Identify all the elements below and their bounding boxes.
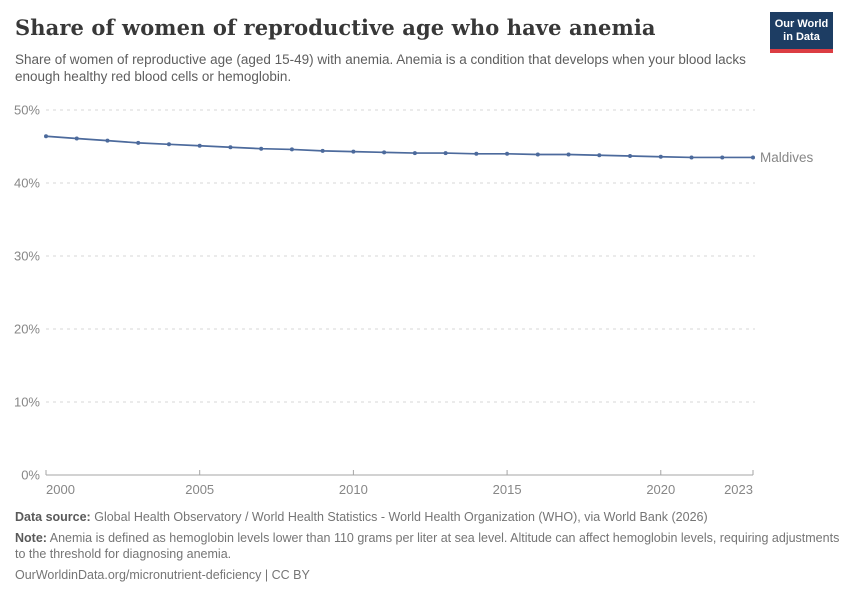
y-axis-label-10: 10% [14,395,40,410]
y-axis-label-0: 0% [21,468,40,483]
x-axis-label-2015: 2015 [493,482,522,497]
maldives-line[interactable] [45,135,754,159]
y-axis-label-40: 40% [14,176,40,191]
data-point-2018[interactable] [597,153,602,158]
y-axis-label-50: 50% [14,103,40,118]
data-point-2017[interactable] [566,152,571,157]
data-point-2023[interactable] [751,155,755,160]
data-point-2009[interactable] [320,148,325,153]
data-point-2022[interactable] [720,155,725,160]
y-axis-label-20: 20% [14,322,40,337]
data-point-2014[interactable] [474,151,479,156]
data-point-2005[interactable] [197,143,202,148]
data-point-2006[interactable] [228,145,233,150]
x-axis-label-2000: 2000 [46,482,75,497]
data-point-2010[interactable] [351,149,356,154]
chart-footer: Data source: Global Health Observatory /… [15,509,847,588]
data-point-2004[interactable] [166,142,171,147]
data-point-2020[interactable] [658,154,663,159]
owid-logo[interactable]: Our World in Data [770,12,833,53]
note-label: Note: [15,531,47,545]
data-point-2012[interactable] [412,151,417,156]
x-axis-label-2020: 2020 [646,482,675,497]
y-axis-label-30: 30% [14,249,40,264]
data-point-2015[interactable] [505,151,510,156]
data-point-2001[interactable] [74,136,79,141]
data-point-2007[interactable] [259,146,264,151]
note-text: Anemia is defined as hemoglobin levels l… [15,531,840,561]
chart-subtitle: Share of women of reproductive age (aged… [15,52,746,84]
data-source-line: Data source: Global Health Observatory /… [15,509,847,525]
citation-text[interactable]: OurWorldinData.org/micronutrient-deficie… [15,568,310,582]
data-point-2019[interactable] [628,153,633,158]
x-axis-label-2010: 2010 [339,482,368,497]
data-point-2003[interactable] [136,140,141,145]
data-point-2002[interactable] [105,138,110,143]
data-point-2011[interactable] [382,150,387,155]
data-point-2021[interactable] [689,155,694,160]
x-axis-label-2005: 2005 [185,482,214,497]
citation-line: OurWorldinData.org/micronutrient-deficie… [15,567,847,583]
data-point-2016[interactable] [535,152,540,157]
data-point-2013[interactable] [443,151,448,156]
chart-title: Share of women of reproductive age who h… [15,15,656,40]
note-line: Note: Anemia is defined as hemoglobin le… [15,530,847,562]
data-source-label: Data source: [15,510,91,524]
data-source-text: Global Health Observatory / World Health… [94,510,708,524]
series-label-maldives[interactable]: Maldives [760,150,814,165]
data-point-2008[interactable] [289,147,294,152]
data-point-2000[interactable] [44,134,48,139]
x-axis-label-2023: 2023 [724,482,753,497]
logo-text-line2: in Data [783,30,820,43]
logo-text-line1: Our World [774,17,829,30]
